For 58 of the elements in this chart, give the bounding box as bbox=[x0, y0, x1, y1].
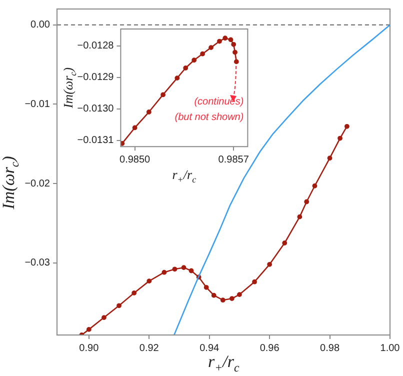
point bbox=[220, 298, 226, 303]
point bbox=[174, 76, 180, 80]
point bbox=[234, 59, 239, 64]
point bbox=[132, 125, 138, 130]
point bbox=[192, 58, 197, 63]
annotation: (but not shown) bbox=[174, 112, 244, 123]
point bbox=[204, 284, 209, 290]
point bbox=[297, 214, 302, 220]
point bbox=[232, 50, 238, 55]
x-axis-title: r$_{+}$/r$_{c}$ bbox=[172, 166, 196, 184]
point bbox=[344, 124, 350, 129]
point bbox=[146, 110, 152, 114]
point bbox=[327, 156, 332, 161]
x-tick-label: 0.94 bbox=[200, 342, 220, 354]
y-tick-label: −0.02 bbox=[24, 178, 50, 190]
point bbox=[208, 45, 214, 50]
annotation: (continues) bbox=[194, 96, 244, 108]
y-tick-label: 0.00 bbox=[30, 20, 50, 31]
x-tick-label: 0.98 bbox=[320, 342, 340, 354]
x-tick-label: 1.00 bbox=[380, 342, 400, 354]
x-axis-title: r$_{+}$/r$_{c}$ bbox=[208, 352, 240, 376]
point bbox=[162, 270, 167, 275]
point bbox=[188, 268, 194, 274]
point bbox=[217, 38, 222, 44]
y-tick-label: −0.0130 bbox=[77, 104, 114, 115]
point bbox=[304, 199, 310, 204]
x-tick-label: 0.9850 bbox=[120, 154, 151, 166]
point bbox=[172, 266, 178, 272]
point bbox=[181, 265, 186, 270]
y-tick-label: −0.01 bbox=[24, 98, 50, 110]
point bbox=[338, 136, 342, 141]
point bbox=[160, 92, 166, 98]
point bbox=[146, 278, 152, 284]
x-tick-label: 0.92 bbox=[139, 342, 160, 354]
point bbox=[183, 66, 188, 70]
point bbox=[237, 292, 242, 297]
point bbox=[200, 51, 205, 56]
point bbox=[86, 326, 92, 332]
point bbox=[120, 141, 125, 146]
x-tick-label: 0.90 bbox=[79, 342, 100, 354]
point bbox=[211, 292, 216, 298]
point bbox=[267, 262, 272, 267]
point bbox=[252, 279, 257, 284]
point bbox=[222, 36, 228, 41]
point bbox=[102, 315, 106, 320]
point bbox=[116, 303, 122, 308]
point bbox=[228, 37, 234, 42]
point bbox=[229, 296, 234, 301]
point bbox=[132, 290, 137, 296]
point bbox=[312, 183, 318, 188]
y-tick-label: −0.0129 bbox=[77, 72, 114, 84]
y-tick-label: −0.0128 bbox=[77, 40, 114, 52]
x-tick-label: 0.9857 bbox=[218, 154, 250, 166]
point bbox=[282, 240, 288, 246]
x-tick-label: 0.96 bbox=[260, 342, 280, 354]
y-tick-label: −0.0131 bbox=[77, 135, 114, 146]
point bbox=[231, 42, 236, 47]
y-tick-label: −0.03 bbox=[24, 258, 50, 269]
